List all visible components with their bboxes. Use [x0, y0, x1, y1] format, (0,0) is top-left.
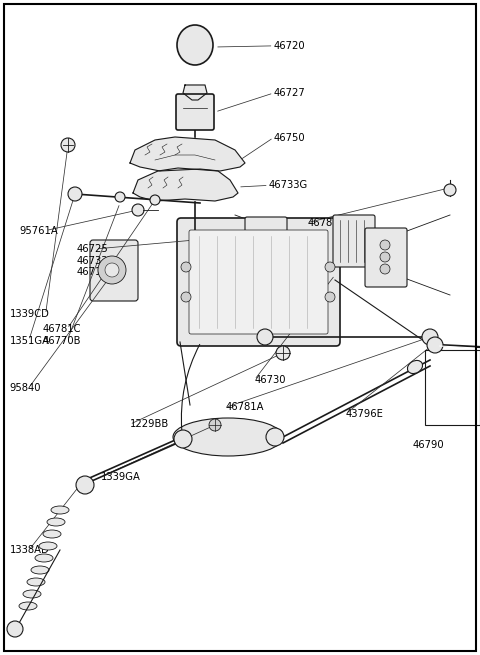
Circle shape [266, 428, 284, 446]
Ellipse shape [31, 566, 49, 574]
Circle shape [380, 240, 390, 250]
FancyBboxPatch shape [365, 228, 407, 287]
Text: 1125KG: 1125KG [355, 232, 395, 242]
Circle shape [276, 346, 290, 360]
Circle shape [98, 256, 126, 284]
Text: 46710A: 46710A [266, 282, 305, 292]
Text: 46719: 46719 [77, 267, 108, 278]
Polygon shape [183, 85, 207, 100]
Text: 46750: 46750 [274, 132, 305, 143]
Circle shape [61, 138, 75, 152]
Ellipse shape [47, 518, 65, 526]
Circle shape [68, 187, 82, 201]
Text: 46725: 46725 [77, 244, 108, 254]
Circle shape [325, 262, 335, 272]
Circle shape [380, 264, 390, 274]
Ellipse shape [19, 602, 37, 610]
Circle shape [7, 621, 23, 637]
Circle shape [115, 192, 125, 202]
Polygon shape [130, 137, 245, 171]
FancyBboxPatch shape [177, 218, 340, 346]
FancyBboxPatch shape [245, 217, 287, 281]
Polygon shape [133, 168, 238, 201]
Circle shape [427, 337, 443, 353]
FancyBboxPatch shape [333, 215, 375, 267]
Circle shape [174, 430, 192, 448]
Circle shape [257, 329, 273, 345]
Ellipse shape [43, 530, 61, 538]
Ellipse shape [39, 542, 57, 550]
Text: 46720: 46720 [274, 41, 305, 51]
Circle shape [444, 184, 456, 196]
Circle shape [132, 204, 144, 216]
Circle shape [181, 262, 191, 272]
Ellipse shape [35, 554, 53, 562]
FancyBboxPatch shape [176, 94, 214, 130]
Text: 46730: 46730 [254, 375, 286, 385]
Ellipse shape [173, 418, 283, 456]
Text: 46790: 46790 [413, 440, 444, 451]
Circle shape [422, 329, 438, 345]
Ellipse shape [27, 578, 45, 586]
Text: 46787B: 46787B [307, 217, 346, 228]
Circle shape [380, 252, 390, 262]
Text: 43796E: 43796E [346, 409, 384, 419]
FancyBboxPatch shape [90, 240, 138, 301]
Circle shape [181, 292, 191, 302]
Text: 1351GA: 1351GA [10, 335, 49, 346]
Text: 1125KJ: 1125KJ [355, 244, 390, 254]
Text: 46727: 46727 [274, 88, 305, 98]
Circle shape [105, 263, 119, 277]
Text: 95761A: 95761A [19, 225, 58, 236]
Text: 1229BB: 1229BB [130, 419, 169, 430]
Ellipse shape [51, 506, 69, 514]
Ellipse shape [408, 360, 422, 373]
Text: 46770B: 46770B [42, 335, 81, 346]
Text: 46781C: 46781C [42, 324, 81, 334]
Circle shape [150, 195, 160, 205]
FancyBboxPatch shape [189, 230, 328, 334]
Circle shape [325, 292, 335, 302]
Text: 1339CD: 1339CD [10, 309, 49, 320]
Text: 45952A: 45952A [218, 242, 257, 253]
Text: 1339GA: 1339GA [101, 472, 141, 482]
Text: 46733G: 46733G [269, 180, 308, 191]
Text: 46781A: 46781A [226, 402, 264, 413]
Ellipse shape [177, 25, 213, 65]
Text: 1338AD: 1338AD [10, 545, 49, 555]
Text: 46733: 46733 [77, 255, 108, 266]
Text: 95840: 95840 [10, 383, 41, 393]
Circle shape [209, 419, 221, 431]
Text: 61861: 61861 [218, 254, 250, 265]
Ellipse shape [23, 590, 41, 598]
Circle shape [76, 476, 94, 494]
